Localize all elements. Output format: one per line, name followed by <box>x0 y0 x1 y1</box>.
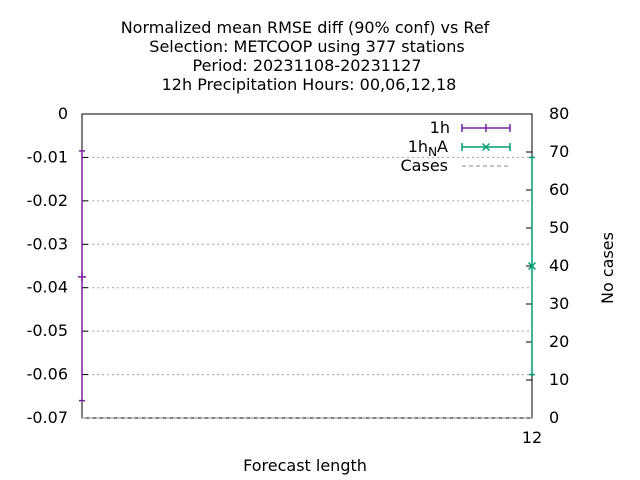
y-tick-label: -0.04 <box>27 278 68 297</box>
y2-tick-label: 50 <box>549 218 569 237</box>
point-1h <box>78 272 86 281</box>
y2-tick-label: 10 <box>549 370 569 389</box>
y-tick-label: -0.01 <box>27 147 68 166</box>
y-tick-label: -0.05 <box>27 321 68 340</box>
y-tick-label: -0.03 <box>27 234 68 253</box>
y2-axis-label: No cases <box>598 232 617 304</box>
y2-tick-label: 60 <box>549 180 569 199</box>
y2-tick-label: 30 <box>549 294 569 313</box>
y-tick-label: -0.07 <box>27 408 68 427</box>
chart-title-line-2: Selection: METCOOP using 377 stations <box>149 37 464 56</box>
legend-label-1h: 1h <box>430 118 450 137</box>
y2-tick-label: 70 <box>549 142 569 161</box>
legend-label-1hNA-main: 1h <box>408 137 428 156</box>
y-tick-label: 0 <box>58 104 68 123</box>
y2-tick-label: 0 <box>549 408 559 427</box>
data-series <box>78 150 537 419</box>
y-axis: 0 -0.01 -0.02 -0.03 -0.04 -0.05 -0.06 -0.07 <box>27 104 88 427</box>
x-axis-label: Forecast length <box>243 456 367 475</box>
y-tick-label: -0.06 <box>27 365 68 384</box>
legend-label-1hNA: 1hNA <box>408 137 448 159</box>
x-tick-label: 12 <box>522 428 542 447</box>
legend-sample-marker-1 <box>481 142 491 152</box>
y-tick-label: -0.02 <box>27 191 68 210</box>
legend: 1h 1hNA Cases <box>401 118 511 175</box>
x-axis: 12 <box>522 412 542 447</box>
y2-tick-label: 80 <box>549 104 569 123</box>
chart-title-line-3: Period: 20231108-20231127 <box>192 56 421 75</box>
y2-tick-label: 40 <box>549 256 569 275</box>
grid-lines <box>82 156 532 376</box>
chart-title-line-4: 12h Precipitation Hours: 00,06,12,18 <box>162 75 457 94</box>
y2-axis: 0 10 20 30 40 50 60 70 80 <box>526 104 569 427</box>
legend-label-cases: Cases <box>401 156 449 175</box>
point-1hNA <box>527 261 537 271</box>
y2-tick-label: 20 <box>549 332 569 351</box>
legend-label-1hNA-sub: N <box>428 145 437 159</box>
plot-frame <box>81 113 533 419</box>
chart-title-line-1: Normalized mean RMSE diff (90% conf) vs … <box>121 18 490 37</box>
legend-label-1hNA-tail: A <box>437 137 448 156</box>
